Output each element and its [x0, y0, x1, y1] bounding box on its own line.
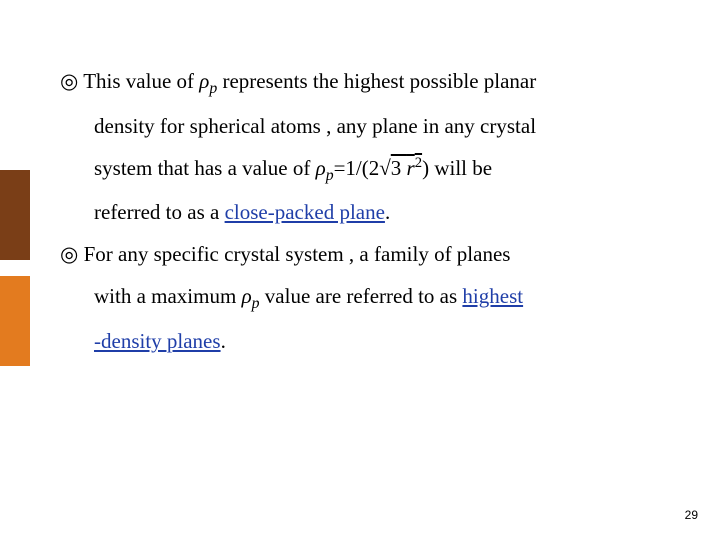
sidebar-segment-bottom [0, 366, 30, 540]
text-line4b: . [385, 200, 390, 224]
sidebar-segment-gap [0, 260, 30, 276]
text-line7: -density planes. [60, 320, 680, 362]
text-line7b: . [221, 329, 226, 353]
text-line6b: value are referred to as [260, 284, 463, 308]
symbol-rho: ρp [199, 69, 217, 93]
link-highest-density-a: highest [462, 284, 523, 308]
slide-body: ◎ This value of ρp represents the highes… [60, 60, 680, 362]
text-line6: with a maximum ρp value are referred to … [60, 275, 680, 320]
sidebar-segment-brown [0, 170, 30, 260]
text-line4: referred to as a close-packed plane. [60, 191, 680, 233]
sidebar [0, 0, 30, 540]
bullet-item-2: ◎ For any specific crystal system , a fa… [60, 233, 680, 275]
bullet-icon: ◎ [60, 69, 78, 93]
text-line5: For any specific crystal system , a fami… [84, 242, 511, 266]
sidebar-segment-orange [0, 276, 30, 366]
text-line3a: system that has a value of [94, 156, 316, 180]
bullet-icon: ◎ [60, 242, 78, 266]
link-highest-density-b: -density planes [94, 329, 221, 353]
text-line6a: with a maximum [94, 284, 242, 308]
bullet-item-1: ◎ This value of ρp represents the highes… [60, 60, 680, 105]
text-line2: density for spherical atoms , any plane … [60, 105, 680, 147]
text-line1b: represents the highest possible planar [217, 69, 536, 93]
formula-close: ) [422, 156, 429, 180]
symbol-rho-2: ρp [316, 156, 334, 180]
text-line3b: will be [429, 156, 492, 180]
formula-eq: =1/(2 [334, 156, 380, 180]
link-close-packed-plane: close-packed plane [225, 200, 385, 224]
text-line3: system that has a value of ρp=1/(2√3 r2)… [60, 147, 680, 192]
text-line4a: referred to as a [94, 200, 225, 224]
page-number: 29 [685, 508, 698, 522]
text-line1a: This value of [83, 69, 199, 93]
formula-sqrt: √3 r2 [379, 147, 422, 189]
sidebar-segment-top [0, 0, 30, 170]
symbol-rho-3: ρp [242, 284, 260, 308]
